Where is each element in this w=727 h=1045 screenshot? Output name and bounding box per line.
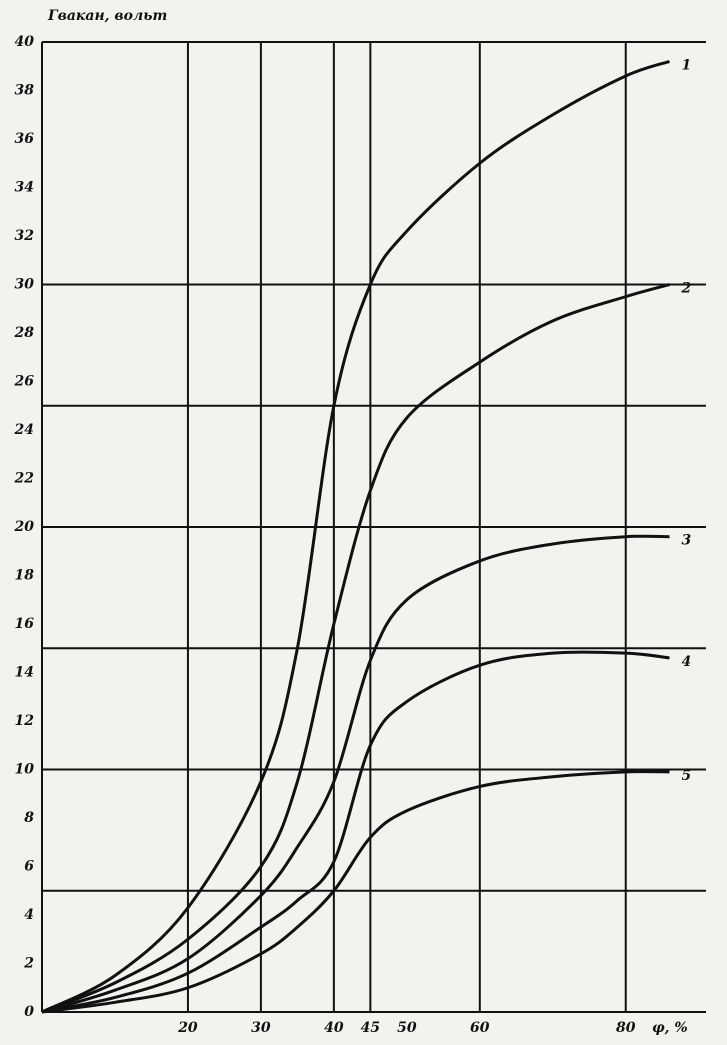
y-tick-label: 2 [23, 956, 34, 972]
curve [41, 283, 670, 1014]
y-tick-label: 22 [14, 471, 35, 487]
y-axis-label: Гвакан, вольт [47, 8, 167, 24]
y-tick-label: 0 [24, 1004, 34, 1020]
x-tick-label: 20 [177, 1020, 198, 1036]
x-tick-label: 80 [616, 1020, 636, 1036]
curve [41, 534, 670, 1014]
curve [41, 770, 670, 1014]
x-tick-label: 45 [361, 1020, 380, 1036]
y-tick-label: 6 [24, 859, 34, 875]
y-tick-label: 24 [14, 422, 34, 438]
curve-label: 5 [682, 768, 692, 784]
x-tick-label: 50 [397, 1020, 417, 1036]
y-tick-label: 16 [15, 616, 35, 632]
y-tick-label: 20 [14, 519, 35, 535]
y-tick-label: 34 [15, 180, 34, 196]
y-tick-label: 40 [15, 34, 35, 50]
y-tick-label: 30 [15, 277, 35, 293]
curve-label: 3 [682, 533, 692, 549]
y-tick-label: 12 [15, 713, 35, 729]
y-tick-label: 28 [14, 325, 35, 341]
y-tick-label: 32 [15, 228, 35, 244]
y-tick-label: 14 [15, 665, 34, 681]
curve-label: 4 [682, 654, 692, 670]
curve [41, 59, 670, 1014]
y-tick-label: 8 [24, 810, 34, 826]
y-tick-label: 38 [15, 83, 35, 99]
y-tick-label: 26 [14, 374, 35, 390]
x-tick-label: 40 [324, 1020, 344, 1036]
y-tick-label: 36 [15, 131, 35, 147]
x-tick-label: 60 [470, 1020, 490, 1036]
curve-label: 1 [682, 57, 692, 73]
curve [41, 650, 670, 1014]
y-tick-label: 18 [15, 568, 35, 584]
x-tick-label: 30 [251, 1020, 271, 1036]
curve-label: 2 [681, 281, 692, 297]
y-tick-label: 4 [24, 907, 34, 923]
y-tick-label: 10 [15, 762, 35, 778]
x-axis-label: φ, % [652, 1020, 688, 1036]
